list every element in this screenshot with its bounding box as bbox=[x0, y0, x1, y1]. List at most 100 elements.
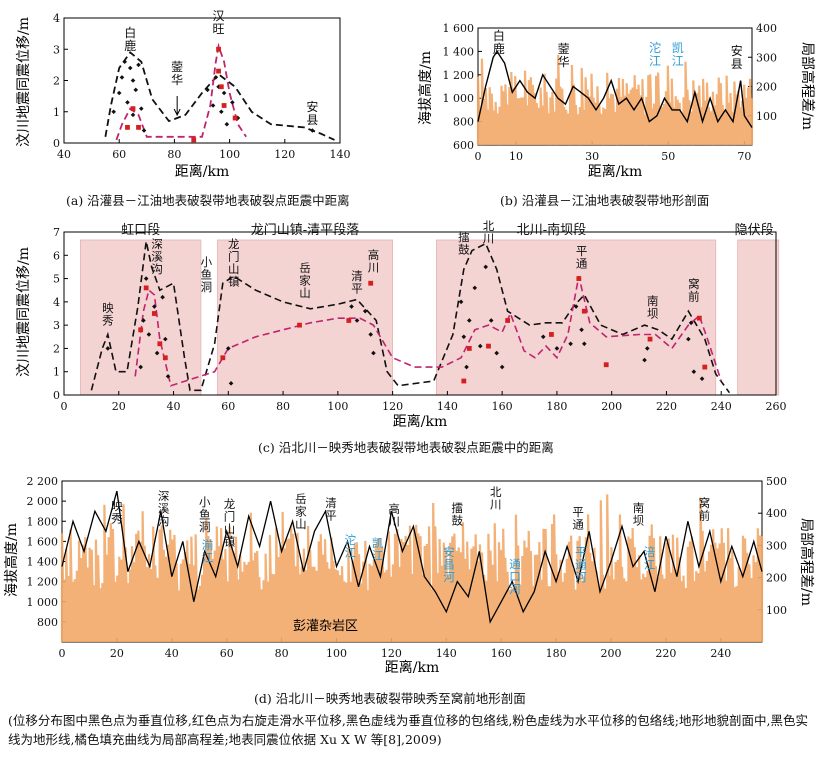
town-label: 岳家山 bbox=[295, 492, 307, 531]
y-tick-label: 3 bbox=[53, 43, 60, 56]
y-tick-label: 2 bbox=[53, 75, 60, 88]
town-label: 汉旺 bbox=[213, 9, 225, 36]
x-tick-label: 180 bbox=[546, 647, 567, 660]
x-tick-label: 100 bbox=[327, 400, 348, 413]
horizontal-displacement-point bbox=[151, 311, 157, 316]
y-tick-label: 100 bbox=[766, 604, 787, 617]
x-tick-label: 200 bbox=[601, 647, 622, 660]
x-tick-label: 60 bbox=[112, 148, 126, 161]
town-label: 清平 bbox=[351, 269, 363, 296]
panel-c-xlabel: 距离/km bbox=[393, 413, 447, 430]
segment-label: 虹口段 bbox=[121, 223, 160, 238]
vertical-displacement-point bbox=[568, 341, 573, 347]
x-tick-label: 60 bbox=[221, 400, 235, 413]
vertical-displacement-point bbox=[354, 318, 360, 323]
x-tick-label: 160 bbox=[492, 400, 513, 413]
y-tick-label: 1 600 bbox=[443, 22, 475, 35]
x-tick-label: 140 bbox=[437, 400, 458, 413]
panel-d-chart: 0 20 40 60 80 100 120 140 160 180 200 220 240 800 1 00… bbox=[3, 475, 815, 676]
x-tick-label: 100 bbox=[326, 647, 347, 660]
horizontal-envelope-line bbox=[134, 276, 722, 387]
x-tick-label: 10 bbox=[509, 150, 523, 163]
town-label: 岳家山 bbox=[299, 261, 311, 300]
panel-a-frame bbox=[63, 17, 341, 144]
vertical-displacement-point bbox=[540, 334, 546, 340]
vertical-displacement-point bbox=[573, 304, 579, 309]
horizontal-displacement-point bbox=[125, 124, 130, 130]
y-tick-label: 1 400 bbox=[27, 556, 59, 569]
vertical-displacement-point bbox=[146, 332, 152, 337]
vertical-displacement-point bbox=[235, 115, 241, 121]
town-label: 小鱼洞 bbox=[201, 255, 213, 294]
vertical-displacement-point bbox=[349, 304, 354, 309]
y-tick-label: 200 bbox=[766, 572, 787, 585]
panel-d-ylabel-left: 海拔高度/m bbox=[3, 523, 20, 597]
horizontal-displacement-point bbox=[505, 318, 511, 323]
panel-d-ylabel-right: 局部高程差/m bbox=[798, 518, 815, 606]
vertical-displacement-point bbox=[230, 100, 235, 105]
figure-note: (位移分布图中黑色点为垂直位移,红色点为右旋走滑水平位移,黑色虚线为垂直位移的包… bbox=[8, 713, 808, 747]
y-tick-label: 1 200 bbox=[27, 576, 59, 589]
town-label: 高川 bbox=[388, 502, 400, 529]
vertical-displacement-point bbox=[582, 341, 587, 347]
vertical-displacement-point bbox=[205, 87, 210, 93]
arrow-icon bbox=[173, 96, 181, 117]
horizontal-displacement-point bbox=[216, 68, 221, 74]
y-tick-label: 3 bbox=[53, 319, 60, 332]
vertical-displacement-point bbox=[691, 369, 697, 375]
vertical-displacement-point bbox=[371, 350, 376, 356]
town-label: 南坝 bbox=[647, 294, 659, 321]
x-tick-label: 50 bbox=[661, 150, 675, 163]
town-label: 蓥华 bbox=[171, 60, 183, 87]
town-label: 高川 bbox=[368, 248, 380, 275]
vertical-displacement-point bbox=[105, 346, 111, 351]
horizontal-displacement-point bbox=[157, 341, 163, 347]
y-tick-label: 1 000 bbox=[443, 92, 475, 105]
x-tick-label: 0 bbox=[61, 400, 68, 413]
x-tick-label: 140 bbox=[436, 647, 457, 660]
segment-band bbox=[737, 239, 780, 396]
elevation-line bbox=[477, 50, 753, 128]
vertical-displacement-point bbox=[494, 350, 499, 356]
river-label: 安昌河 bbox=[443, 545, 455, 584]
vertical-displacement-point bbox=[160, 294, 165, 300]
vertical-displacement-point bbox=[226, 346, 231, 351]
vertical-displacement-point bbox=[477, 343, 483, 349]
vertical-displacement-point bbox=[686, 336, 691, 342]
panel-a-xlabel: 距离/km bbox=[175, 163, 229, 180]
horizontal-displacement-point bbox=[297, 322, 302, 328]
vertical-displacement-point bbox=[119, 75, 125, 80]
x-tick-label: 20 bbox=[110, 647, 124, 660]
y-tick-label: 6 bbox=[53, 249, 60, 262]
vertical-displacement-point bbox=[141, 128, 147, 133]
y-tick-label: 2 200 bbox=[27, 475, 59, 488]
y-tick-label: 4 bbox=[53, 12, 60, 25]
vertical-displacement-point bbox=[152, 304, 157, 309]
panel-b-chart: 0 10 30 50 70 600 800 1 000 1 200 1 400 1 600 100 20… bbox=[417, 22, 816, 180]
x-tick-label: 180 bbox=[546, 400, 567, 413]
vertical-displacement-point bbox=[458, 299, 464, 305]
y-tick-label: 800 bbox=[37, 616, 58, 629]
local-relief-fill bbox=[60, 494, 764, 643]
x-tick-label: 40 bbox=[165, 647, 179, 660]
vertical-displacement-point bbox=[210, 103, 216, 108]
y-tick-label: 1 200 bbox=[443, 69, 475, 82]
river-label: 凯江 bbox=[372, 536, 384, 563]
horizontal-displacement-point bbox=[466, 346, 472, 351]
vertical-displacement-point bbox=[228, 381, 234, 386]
panel-a-caption: (a) 沿灌县－江油地表破裂带地表破裂点距震中距离 bbox=[66, 193, 350, 208]
x-tick-label: 100 bbox=[219, 148, 240, 161]
x-tick-label: 140 bbox=[330, 148, 351, 161]
town-label: 南坝 bbox=[633, 501, 645, 528]
horizontal-displacement-point bbox=[549, 332, 554, 337]
x-tick-label: 240 bbox=[710, 647, 731, 660]
vertical-displacement-point bbox=[461, 334, 467, 340]
y-tick-label: 400 bbox=[756, 22, 777, 35]
horizontal-displacement-point bbox=[461, 378, 467, 384]
horizontal-displacement-point bbox=[576, 276, 582, 281]
vertical-displacement-point bbox=[219, 109, 224, 115]
x-tick-label: 120 bbox=[274, 148, 295, 161]
y-tick-label: 100 bbox=[756, 110, 777, 123]
horizontal-displacement-point bbox=[696, 315, 702, 321]
